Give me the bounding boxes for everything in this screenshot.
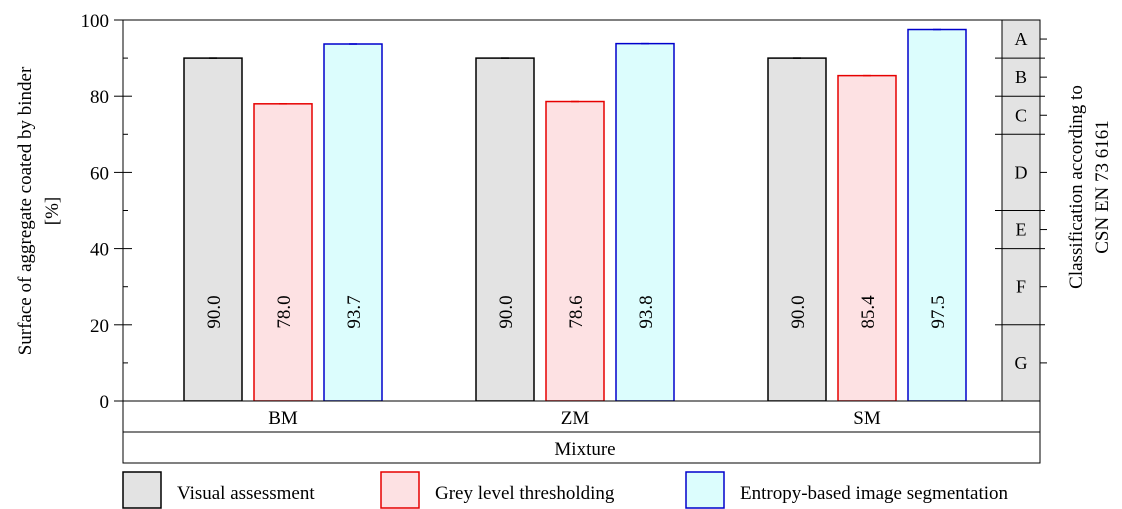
legend: Visual assessment Grey level thresholding… <box>122 471 1009 509</box>
class-label-e: E <box>1016 220 1027 240</box>
bar-value-label: 78.6 <box>566 295 587 328</box>
y-tick-label: 60 <box>90 163 109 184</box>
class-label-a: A <box>1015 29 1028 49</box>
mixture-row <box>122 431 1041 464</box>
bar-value-label: 93.7 <box>344 295 365 328</box>
legend-label-3: Entropy-based image segmentation <box>740 483 1009 504</box>
bar-value-label: 78.0 <box>274 295 295 328</box>
bar-value-label: 93.8 <box>636 295 657 328</box>
bar-bm-1 <box>183 57 243 402</box>
bar-sm-1 <box>767 57 827 402</box>
bars: 90.0 78.0 93.7 90.0 78.6 93.8 90.0 85.4 97.5 <box>183 28 967 402</box>
bar-value-label: 90.0 <box>204 295 225 328</box>
bar-bm-3 <box>323 43 383 402</box>
y-axis-title-line1: Surface of aggregate coated by binder <box>15 66 36 355</box>
bar-value-label: 90.0 <box>496 295 517 328</box>
bar-sm-2 <box>837 74 897 402</box>
legend-swatch-2 <box>380 471 420 509</box>
bar-bm-2 <box>253 103 313 402</box>
bar-zm-3 <box>615 42 675 402</box>
y-tick-label: 20 <box>90 316 109 337</box>
class-label-c: C <box>1015 105 1027 125</box>
y-tick-label: 100 <box>81 11 110 32</box>
classification-panel: ABC D E F G <box>995 19 1047 402</box>
category-label-sm: SM <box>853 408 881 429</box>
class-label-b: B <box>1015 67 1027 87</box>
category-label-zm: ZM <box>561 408 590 429</box>
bar-value-label: 97.5 <box>928 295 949 328</box>
x-axis-title: Mixture <box>554 439 615 460</box>
legend-swatch-3 <box>685 471 725 509</box>
class-label-d: D <box>1015 162 1028 182</box>
y-axis-title-line2: [%] <box>42 197 63 225</box>
bar-value-label: 90.0 <box>788 295 809 328</box>
y-tick-label: 40 <box>90 240 109 261</box>
legend-swatch-1 <box>122 471 162 509</box>
legend-label-2: Grey level thresholding <box>435 483 615 504</box>
bar-zm-2 <box>545 100 605 402</box>
legend-label-1: Visual assessment <box>177 483 315 504</box>
y-tick-label: 0 <box>100 392 110 413</box>
category-row <box>122 400 1041 433</box>
y-tick-label: 80 <box>90 87 109 108</box>
class-label-g: G <box>1015 353 1028 373</box>
bar-value-label: 85.4 <box>858 295 879 329</box>
y-axis: 0 20 40 60 80 100 <box>81 11 132 413</box>
bar-zm-1 <box>475 57 535 402</box>
classification-title-line2: CSN EN 73 6161 <box>1092 120 1113 254</box>
classification-title-line1: Classification according to <box>1066 85 1087 289</box>
x-axis: BM ZM SM <box>122 400 1041 464</box>
category-label-bm: BM <box>268 408 298 429</box>
class-label-f: F <box>1016 277 1026 297</box>
bar-sm-3 <box>907 28 967 402</box>
